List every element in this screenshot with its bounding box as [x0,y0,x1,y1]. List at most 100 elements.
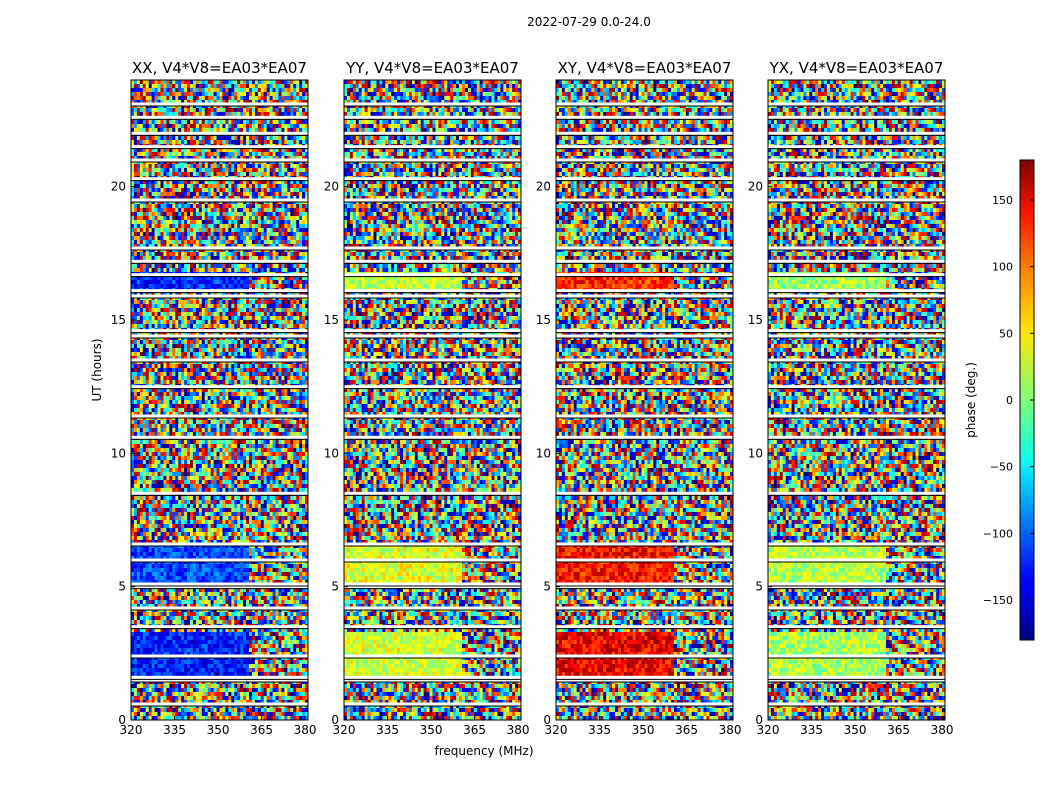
heatmap-cell [252,84,255,88]
heatmap-cell [246,80,249,84]
heatmap-cell [240,120,243,124]
heatmap-cell [217,88,220,92]
heatmap-cell [279,84,282,88]
heatmap-cell [149,124,152,128]
heatmap-cell [270,112,273,116]
heatmap-cell [276,124,279,128]
heatmap-cell [284,128,287,132]
heatmap-cell [255,92,258,96]
heatmap-cell [261,124,264,128]
heatmap-cell [228,140,231,144]
heatmap-cell [299,88,302,92]
heatmap-cell [140,88,143,92]
heatmap-cell [220,80,223,84]
heatmap-cell [228,84,231,88]
heatmap-cell [267,140,270,144]
heatmap-cell [184,108,187,112]
heatmap-cell [193,108,196,112]
heatmap-cell [270,80,273,84]
heatmap-cell [155,140,158,144]
heatmap-cell [252,108,255,112]
heatmap-cell [208,112,211,116]
heatmap-cell [143,92,146,96]
heatmap-cell [246,96,249,100]
heatmap-cell [231,80,234,84]
heatmap-cell [264,88,267,92]
heatmap-cell [273,108,276,112]
heatmap-cell [146,108,149,112]
heatmap-cell [208,124,211,128]
heatmap-cell [196,136,199,140]
heatmap-cell [146,80,149,84]
heatmap-cell [264,84,267,88]
heatmap-cell [184,80,187,84]
heatmap-cell [155,80,158,84]
heatmap-cell [252,124,255,128]
heatmap-cell [202,140,205,144]
heatmap-cell [140,136,143,140]
heatmap-cell [252,88,255,92]
heatmap-cell [134,88,137,92]
heatmap-cell [225,136,228,140]
heatmap-cell [276,88,279,92]
heatmap-cell [284,84,287,88]
heatmap-cell [134,136,137,140]
heatmap-cell [140,80,143,84]
heatmap-cell [299,136,302,140]
heatmap-cell [181,124,184,128]
heatmap-cell [169,112,172,116]
heatmap-cell [237,124,240,128]
heatmap-cell [240,88,243,92]
heatmap-cell [199,120,202,124]
heatmap-cell [284,88,287,92]
heatmap-cell [134,120,137,124]
heatmap-cell [243,112,246,116]
heatmap-cell [258,88,261,92]
heatmap-cell [299,120,302,124]
heatmap-cell [302,92,305,96]
heatmap-cell [187,88,190,92]
heatmap-cell [246,120,249,124]
heatmap-cell [258,108,261,112]
heatmap-cell [190,92,193,96]
heatmap-cell [287,80,290,84]
heatmap-cell [161,136,164,140]
heatmap-cell [293,136,296,140]
heatmap-cell [146,96,149,100]
heatmap-cell [296,96,299,100]
heatmap-cell [134,84,137,88]
heatmap-cell [279,120,282,124]
heatmap-cell [214,96,217,100]
heatmap-cell [178,108,181,112]
heatmap-cell [172,112,175,116]
heatmap-cell [158,88,161,92]
heatmap-cell [302,88,305,92]
heatmap-cell [273,80,276,84]
heatmap-cell [163,108,166,112]
heatmap-cell [293,88,296,92]
heatmap-cell [140,120,143,124]
heatmap-cell [217,84,220,88]
heatmap-cell [264,80,267,84]
heatmap-cell [293,120,296,124]
heatmap-cell [243,92,246,96]
heatmap-cell [158,120,161,124]
heatmap-cell [284,112,287,116]
heatmap-cell [196,112,199,116]
heatmap-cell [205,136,208,140]
heatmap-cell [181,80,184,84]
heatmap-cell [276,92,279,96]
heatmap-cell [234,80,237,84]
heatmap-cell [172,96,175,100]
heatmap-cell [270,124,273,128]
heatmap-cell [220,96,223,100]
heatmap-cell [225,128,228,132]
heatmap-cell [264,136,267,140]
heatmap-cell [220,128,223,132]
heatmap-cell [208,120,211,124]
heatmap-cell [143,88,146,92]
heatmap-cell [143,84,146,88]
heatmap-cell [149,128,152,132]
heatmap-cell [255,124,258,128]
heatmap-cell [205,88,208,92]
